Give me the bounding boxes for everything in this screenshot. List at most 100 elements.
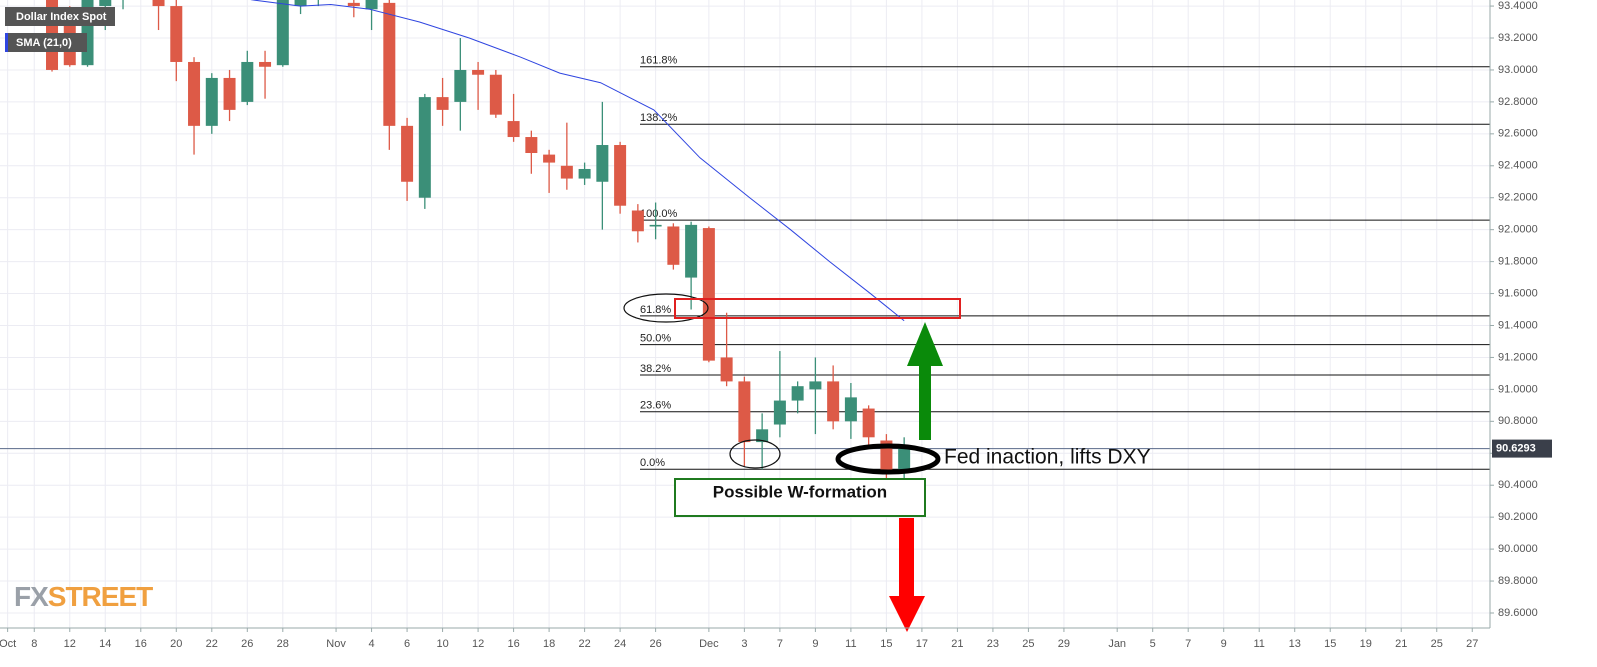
x-tick-label: 20 bbox=[170, 638, 182, 650]
annotation: Possible W-formation bbox=[713, 482, 887, 501]
candle-body bbox=[205, 77, 218, 126]
candle-body bbox=[702, 228, 715, 361]
candle-body bbox=[578, 168, 591, 179]
x-tick-label: 15 bbox=[1324, 638, 1336, 650]
candle-body bbox=[667, 226, 680, 265]
candle-body bbox=[862, 408, 875, 438]
x-tick-label: 25 bbox=[1431, 638, 1443, 650]
y-tick-label: 89.8000 bbox=[1498, 575, 1538, 587]
y-tick-label: 91.8000 bbox=[1498, 256, 1538, 268]
candle-body bbox=[827, 381, 840, 422]
candle-body bbox=[418, 97, 431, 198]
candle-body bbox=[649, 224, 662, 227]
annotation: Fed inaction, lifts DXY bbox=[944, 446, 1151, 469]
fib-label: 50.0% bbox=[640, 333, 671, 345]
candle-body bbox=[756, 429, 769, 443]
candle-body bbox=[738, 381, 751, 443]
y-tick-label: 92.8000 bbox=[1498, 96, 1538, 108]
x-tick-label: 23 bbox=[987, 638, 999, 650]
x-tick-label: 12 bbox=[472, 638, 484, 650]
y-tick-label: 92.6000 bbox=[1498, 128, 1538, 140]
x-tick-label: 16 bbox=[507, 638, 519, 650]
candle-body bbox=[809, 381, 822, 390]
candle-body bbox=[685, 224, 698, 278]
candle-body bbox=[614, 145, 627, 206]
legend-label: SMA (21,0) bbox=[16, 37, 72, 49]
y-tick-label: 91.6000 bbox=[1498, 287, 1538, 299]
x-tick-label: 3 bbox=[741, 638, 747, 650]
y-tick-label: 93.2000 bbox=[1498, 32, 1538, 44]
x-tick-label: 28 bbox=[277, 638, 289, 650]
resistance-zone bbox=[674, 298, 961, 319]
candle-body bbox=[773, 400, 786, 425]
x-tick-label: 11 bbox=[1254, 638, 1265, 650]
legend-label: Dollar Index Spot bbox=[16, 11, 107, 23]
y-tick-label: 92.4000 bbox=[1498, 160, 1538, 172]
fib-label: 61.8% bbox=[640, 304, 671, 316]
candle-body bbox=[489, 74, 502, 115]
x-tick-label: 9 bbox=[1221, 638, 1227, 650]
x-tick-label: Oct bbox=[0, 638, 16, 650]
y-tick-label: 90.2000 bbox=[1498, 511, 1538, 523]
x-tick-label: 19 bbox=[1360, 638, 1372, 650]
x-tick-label: Nov bbox=[326, 638, 346, 650]
y-tick-label: 91.2000 bbox=[1498, 351, 1538, 363]
up-arrow bbox=[907, 322, 943, 440]
x-tick-label: 16 bbox=[135, 638, 147, 650]
candle-body bbox=[560, 165, 573, 179]
x-tick-label: 24 bbox=[614, 638, 626, 650]
y-tick-label: 91.0000 bbox=[1498, 383, 1538, 395]
x-tick-label: 26 bbox=[241, 638, 253, 650]
fib-label: 100.0% bbox=[640, 208, 678, 220]
candle-body bbox=[241, 61, 254, 102]
watermark-part: STREET bbox=[48, 581, 153, 612]
plot-area: 161.8% 138.2% 100.0% 61.8% 50.0% 38.2% 23.6% 0.… bbox=[0, 0, 1490, 481]
x-tick-label: 17 bbox=[916, 638, 928, 650]
y-tick-label: 90.8000 bbox=[1498, 415, 1538, 427]
candle-body bbox=[152, 0, 165, 7]
y-tick-label: 90.0000 bbox=[1498, 543, 1538, 555]
candle-body bbox=[791, 386, 804, 401]
ellipse bbox=[729, 439, 781, 469]
candle-body bbox=[259, 61, 272, 67]
candle-body bbox=[596, 145, 609, 182]
legend-swatch bbox=[5, 33, 8, 52]
y-tick-label: 92.2000 bbox=[1498, 192, 1538, 204]
candle-body bbox=[170, 6, 183, 62]
x-tick-label: 22 bbox=[206, 638, 218, 650]
fib-label: 0.0% bbox=[640, 457, 665, 469]
candle-body bbox=[631, 210, 644, 232]
x-tick-label: 12 bbox=[64, 638, 76, 650]
y-tick-label: 92.0000 bbox=[1498, 224, 1538, 236]
candle-body bbox=[347, 2, 360, 7]
y-tick-label: 91.4000 bbox=[1498, 319, 1538, 331]
candle-body bbox=[543, 154, 556, 163]
y-tick-label: 93.4000 bbox=[1498, 0, 1538, 12]
fib-label: 23.6% bbox=[640, 400, 671, 412]
x-tick-label: 11 bbox=[845, 638, 856, 650]
candle-body bbox=[898, 448, 911, 470]
legend-box bbox=[5, 33, 87, 52]
candle-body bbox=[507, 121, 520, 138]
candle-body bbox=[99, 0, 112, 7]
legend-box bbox=[5, 7, 115, 26]
x-tick-label: 5 bbox=[1150, 638, 1156, 650]
x-tick-label: 21 bbox=[951, 638, 963, 650]
candle-body bbox=[383, 2, 396, 126]
candle-body bbox=[294, 0, 307, 7]
grid bbox=[0, 0, 1490, 628]
x-tick-label: 10 bbox=[436, 638, 448, 650]
fib-label: 38.2% bbox=[640, 363, 671, 375]
x-tick-label: 22 bbox=[578, 638, 590, 650]
x-tick-label: 4 bbox=[369, 638, 375, 650]
x-tick-label: 15 bbox=[880, 638, 892, 650]
last-price-label: 90.6293 bbox=[1496, 442, 1536, 454]
candle-body bbox=[472, 69, 485, 75]
watermark: FXSTREET bbox=[14, 581, 153, 612]
y-tick-label: 89.6000 bbox=[1498, 607, 1538, 619]
fib-label: 138.2% bbox=[640, 112, 678, 124]
x-tick-label: 26 bbox=[649, 638, 661, 650]
x-tick-label: Dec bbox=[699, 638, 719, 650]
